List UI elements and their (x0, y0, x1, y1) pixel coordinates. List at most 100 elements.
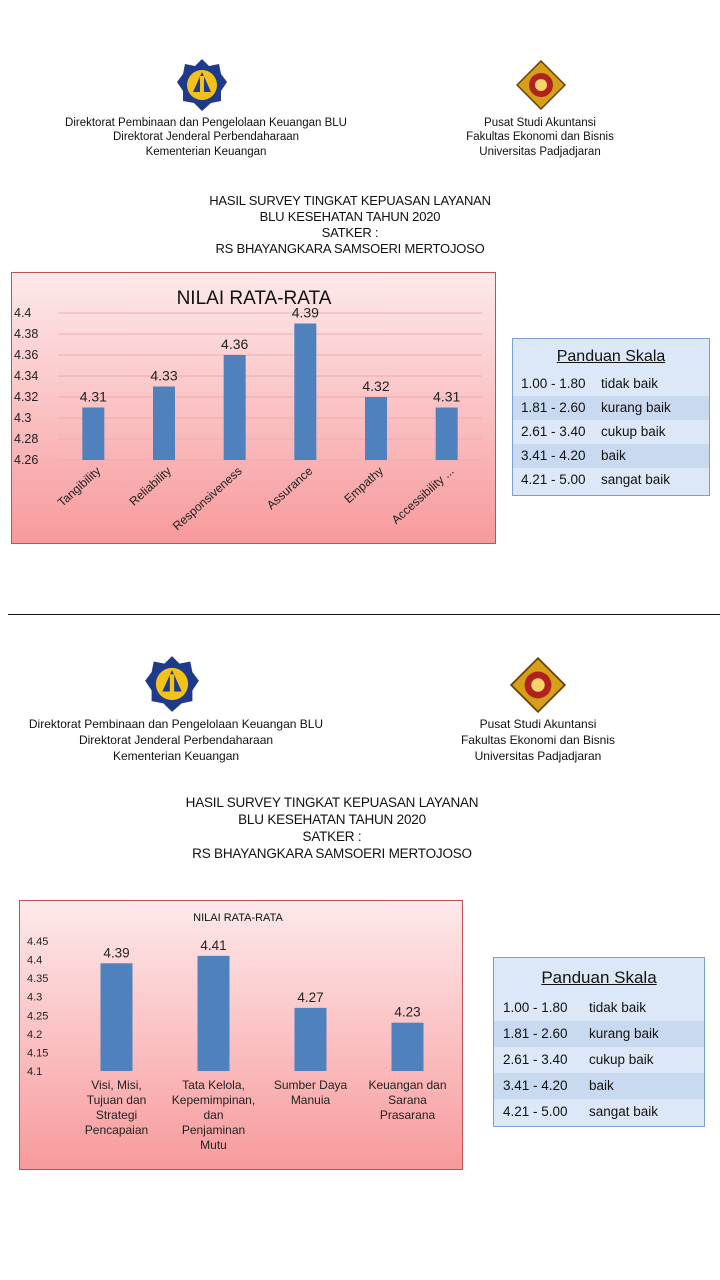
bar (294, 323, 317, 460)
scale-row: 1.81 - 2.60 kurang baik (494, 1021, 704, 1047)
data-label: 4.31 (80, 389, 107, 405)
y-tick-label: 4.15 (27, 1047, 48, 1059)
scale-label: cukup baik (589, 1052, 654, 1067)
data-label: 4.33 (150, 368, 177, 384)
header-left-line-2: Direktorat Jenderal Perbendaharaan (78, 733, 274, 747)
scale-legend-title: Panduan Skala (556, 348, 666, 365)
scale-range: 1.81 - 2.60 (503, 1026, 568, 1041)
y-tick-label: 4.3 (14, 411, 31, 425)
scale-row: 3.41 - 4.20 baik (494, 1073, 704, 1099)
header-left-line-1: Direktorat Pembinaan dan Pengelolaan Keu… (28, 717, 324, 731)
data-label: 4.27 (297, 990, 323, 1005)
x-tick-label: Tata Kelola, Kepemimpinan, dan Penjaminan Mu… (172, 1078, 255, 1152)
scale-range: 1.00 - 1.80 (521, 376, 586, 391)
scale-legend-1: Panduan Skala 1.00 - 1.80 tidak baik 1.8… (512, 338, 710, 496)
y-tick-label: 4.28 (14, 432, 38, 446)
scale-range: 3.41 - 4.20 (521, 448, 586, 463)
header-right-line-3: Universitas Padjadjaran (479, 146, 601, 158)
scale-range: 4.21 - 5.00 (503, 1104, 568, 1119)
scale-label: kurang baik (601, 400, 671, 415)
y-tick-label: 4.45 (27, 936, 48, 948)
scale-label: baik (601, 448, 626, 463)
chart-title: NILAI RATA-RATA (177, 288, 332, 309)
scale-legend-2: Panduan Skala 1.00 - 1.80 tidak baik 1.8… (493, 957, 705, 1127)
header-right-line-2: Fakultas Ekonomi dan Bisnis (466, 131, 614, 143)
data-label: 4.36 (221, 336, 248, 352)
header-left-line-1: Direktorat Pembinaan dan Pengelolaan Keu… (65, 117, 347, 129)
y-tick-label: 4.4 (27, 955, 42, 967)
scale-row: 1.81 - 2.60 kurang baik (513, 396, 709, 420)
scale-range: 2.61 - 3.40 (503, 1052, 568, 1067)
scale-row: 4.21 - 5.00 sangat baik (494, 1099, 704, 1125)
bar (391, 1022, 424, 1071)
survey-title-line-2: BLU KESEHATAN TAHUN 2020 (259, 209, 441, 224)
scale-range: 2.61 - 3.40 (521, 424, 586, 439)
scale-label: cukup baik (601, 424, 666, 439)
header-right-line-3: Universitas Padjadjaran (474, 749, 602, 763)
data-label: 4.41 (200, 938, 226, 953)
y-tick-label: 4.35 (27, 973, 48, 985)
data-label: 4.31 (433, 389, 460, 405)
x-tick-label: Tangibility (55, 464, 104, 510)
chart-2: NILAI RATA-RATA 4.1 4.15 4.2 4.25 4.3 4.35 4.4 4… (27, 912, 447, 1152)
kementerian-keuangan-logo (145, 656, 199, 712)
scale-range: 4.21 - 5.00 (521, 472, 586, 487)
survey-title-line-4: RS BHAYANGKARA SAMSOERI MERTOJOSO (192, 846, 472, 861)
y-tick-label: 4.25 (27, 1010, 48, 1022)
scale-range: 3.41 - 4.20 (503, 1078, 568, 1093)
chart-2-frame: NILAI RATA-RATA 4.1 4.15 4.2 4.25 4.3 4.35 4.4 4… (19, 900, 463, 1170)
scale-label: baik (589, 1078, 614, 1093)
y-tick-label: 4.2 (27, 1029, 42, 1041)
survey-title-line-3: SATKER : (302, 829, 362, 844)
x-tick-label: Keuangan dan Sarana Prasarana (368, 1078, 446, 1122)
y-tick-label: 4.1 (27, 1066, 42, 1078)
data-label: 4.39 (292, 305, 319, 321)
bar (100, 963, 133, 1071)
scale-row: 1.00 - 1.80 tidak baik (494, 995, 704, 1021)
universitas-padjadjaran-logo (516, 60, 566, 110)
chart-1: NILAI RATA-RATA 4.26 4.28 4.3 4.32 4.34 4.36 4.… (14, 288, 482, 533)
header-left-line-3: Kementerian Keuangan (112, 749, 240, 763)
x-tick-label: Visi, Misi, Tujuan dan Strategi Pencapaian (85, 1078, 148, 1137)
survey-title-line-1: HASIL SURVEY TINGKAT KEPUASAN LAYANAN (185, 795, 479, 810)
universitas-padjadjaran-logo (510, 657, 566, 713)
bar (223, 355, 246, 460)
scale-row: 4.21 - 5.00 sangat baik (513, 468, 709, 492)
x-tick-label: Responsiveness (170, 464, 245, 533)
chart-1-frame: NILAI RATA-RATA 4.26 4.28 4.3 4.32 4.34 4.36 4.… (11, 272, 496, 544)
bar (365, 397, 387, 460)
scale-row: 2.61 - 3.40 cukup baik (513, 420, 709, 444)
scale-label: sangat baik (589, 1104, 659, 1119)
scale-label: tidak baik (601, 376, 659, 391)
chart-title: NILAI RATA-RATA (193, 912, 283, 924)
scale-row: 1.00 - 1.80 tidak baik (513, 372, 709, 396)
survey-title-line-3: SATKER : (321, 225, 379, 240)
data-label: 4.23 (394, 1005, 420, 1020)
data-label: 4.39 (103, 945, 129, 960)
x-tick-label: Assurance (264, 464, 316, 513)
header-left-line-2: Direktorat Jenderal Perbendaharaan (112, 131, 300, 143)
header-right-line-1: Pusat Studi Akuntansi (479, 717, 597, 731)
scale-label: tidak baik (589, 1000, 647, 1015)
bar (82, 407, 105, 460)
survey-title-line-2: BLU KESEHATAN TAHUN 2020 (238, 812, 426, 827)
header-right-line-2: Fakultas Ekonomi dan Bisnis (460, 733, 616, 747)
section-divider (8, 614, 720, 615)
scale-label: kurang baik (589, 1026, 659, 1041)
scale-label: sangat baik (601, 472, 671, 487)
y-tick-label: 4.38 (14, 327, 38, 341)
scale-range: 1.81 - 2.60 (521, 400, 586, 415)
kementerian-keuangan-logo (177, 59, 227, 111)
data-label: 4.32 (362, 378, 389, 394)
bar (294, 1007, 327, 1071)
x-tick-label: Accessibility ... (389, 464, 457, 527)
x-tick-label: Empathy (341, 464, 386, 506)
survey-title-line-1: HASIL SURVEY TINGKAT KEPUASAN LAYANAN (209, 193, 491, 208)
x-tick-label: Reliability (126, 464, 174, 509)
scale-legend-title: Panduan Skala (541, 968, 657, 987)
y-tick-label: 4.32 (14, 390, 38, 404)
header-right-line-1: Pusat Studi Akuntansi (484, 117, 596, 129)
bar (197, 955, 230, 1071)
y-tick-label: 4.26 (14, 453, 38, 467)
header-left-line-3: Kementerian Keuangan (145, 146, 267, 158)
